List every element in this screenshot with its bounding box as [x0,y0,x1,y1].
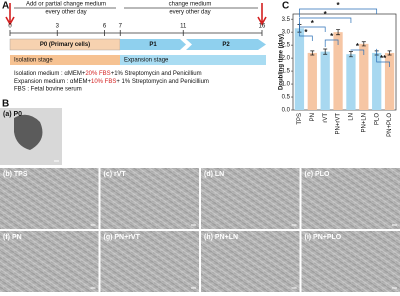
error-bar [310,50,315,56]
micrograph [0,168,99,229]
significance-bracket [299,22,326,32]
p2-label: P2 [222,42,230,48]
image-label: (e) PLO [305,171,330,178]
error-bar [361,41,366,47]
bar [384,52,395,110]
fbs-note: FBS : Fetal bovine serum [14,87,82,93]
significance-bracket [299,22,313,41]
micrograph [100,231,199,292]
image-label: (f) PN [3,234,22,241]
significance-bracket [299,8,378,17]
image-label: (i) PN+PLO [305,234,342,241]
micrograph [301,168,400,229]
micrograph [201,231,300,292]
day-label: 11 [180,24,187,30]
y-tick-label: 0.5 [282,95,291,101]
y-axis-label: Doubling time (day) [279,34,285,90]
image-label: (d) LN [204,171,224,178]
panel-label: C [282,1,289,12]
error-bar [348,51,353,58]
p1-label: P1 [149,42,157,48]
note: Add or partial change medium [26,2,106,8]
error-bar [323,48,328,55]
y-tick-label: 2.5 [282,43,291,49]
day-ticks: 0 3 6 7 11 16 [8,24,266,36]
significance-bracket [299,17,352,23]
error-bar [387,50,392,56]
bar [307,52,317,110]
y-tick-label: 3.5 [282,17,291,23]
x-tick-label: PN+rVT [336,113,342,135]
p1-arrow [120,39,186,50]
y-tick-label: 3.0 [282,30,291,36]
bar [359,43,369,110]
image-grid: (a) P0 (b) TPS (c) rVT (d) LN (e) PLO (f) PN (… [0,108,400,292]
x-tick-label: PN+PLO [387,113,393,137]
significance-bracket [376,48,390,67]
significance-label: * [324,10,328,19]
image-label: (h) PN+LN [204,234,238,241]
x-tick-label: rVT [323,113,329,123]
significance-label: ** [380,54,387,63]
isolation-box [10,55,120,65]
medium-text: Isolation medium : αMEM+20% FBS+1% Strep… [14,71,202,77]
p0-label: P0 (Primary cells) [40,42,90,48]
y-tick-label: 1.0 [282,82,291,88]
note: every other day [169,10,210,16]
significance-label: * [330,32,334,41]
image-label: (g) PN+rVT [104,234,141,241]
plot-frame [292,13,397,111]
end-arrow [257,3,267,26]
x-tick-label: TPS [297,113,303,125]
significance-label: * [304,28,308,37]
chart: 0.0 0.5 1.0 1.5 2.0 2.5 3.0 3.5 TPS PN rVT PN+rVT LN… [282,1,397,137]
image-label: (a) P0 [3,111,22,118]
start-arrow [5,3,15,26]
bar [294,28,305,110]
panel-label: A [2,1,9,12]
significance-label: * [337,1,341,10]
note: every other day [45,10,86,16]
day-label: 3 [56,24,60,30]
y-tick-label: 1.5 [282,69,291,75]
bar [320,51,330,110]
micrograph [100,168,199,229]
stage-label: Isolation stage [14,58,53,64]
bar [346,54,356,110]
error-bar [336,29,341,36]
bar [333,32,343,110]
cell-cluster [14,114,43,150]
note: change medium [169,2,212,8]
p2-arrow [186,39,266,50]
day-label: 6 [103,24,107,30]
image-label: (b) TPS [3,171,28,178]
medium-text: Expansion medium : αMEM+10% FBS+ 1% Stre… [14,79,209,85]
bar [372,52,382,110]
panel-label: B [2,99,9,110]
y-tick-label: 2.0 [282,56,291,62]
micrograph [0,231,99,292]
day-label: 7 [119,24,123,30]
significance-label: * [311,19,315,28]
x-tick-label: PN+LN [361,113,367,133]
x-tick-label: LN [349,113,355,121]
image-label: (c) rVT [104,171,127,178]
significance-bracket [350,49,365,55]
y-tick-label: 0.0 [282,108,291,114]
significance-bracket [324,39,339,48]
stage-label: Expansion stage [124,58,169,64]
x-tick-label: PN [310,113,316,121]
day-label: 0 [8,24,12,30]
expansion-box [120,55,266,65]
micrograph [201,168,300,229]
day-label: 16 [259,24,266,30]
micrograph [301,231,400,292]
x-tick-label: PLO [374,113,380,125]
significance-label: * [356,42,360,51]
